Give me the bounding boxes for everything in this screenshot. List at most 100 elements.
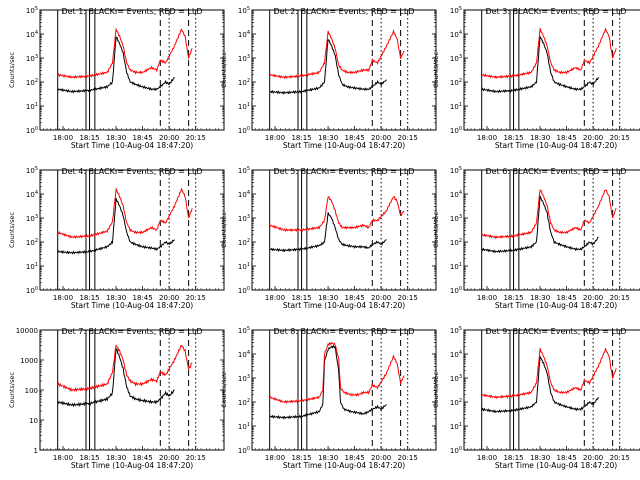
series-lld-line [481,189,617,240]
x-tick-label: 20:15 [610,294,630,302]
x-tick-label: 20:15 [186,294,206,302]
y-tick-label: 104 [238,30,250,39]
y-tick-label: 103 [26,54,38,63]
x-tick-label: 18:00 [265,454,285,462]
y-tick-label: 102 [450,238,462,247]
panel-title: Det 7: BLACK = Events, RED = LLD [62,327,203,336]
y-tick-label: 104 [26,30,38,39]
plot-frame [39,9,225,131]
x-tick-label: 20:15 [398,454,418,462]
panel-det-3: 100 101 102 103 104 105 18:00 18:15 18:30 18:45 20… [432,6,640,150]
y-tick-label: 103 [450,54,462,63]
x-tick-label: 20:00 [583,454,603,462]
y-tick-label: 105 [450,166,462,175]
panel-title: Det 3: BLACK = Events, RED = LLD [486,7,627,16]
x-tick-label: 18:00 [477,454,497,462]
series-events-line [481,194,599,254]
x-tick-label: 18:00 [53,134,73,142]
x-tick-label: 18:15 [79,454,99,462]
x-tick-label: 20:00 [371,454,391,462]
x-tick-label: 20:15 [610,134,630,142]
x-tick-label: 18:45 [557,454,577,462]
x-tick-label: 18:30 [318,294,338,302]
panel-title: Det 8: BLACK = Events, RED = LLD [274,327,415,336]
x-axis-label: Start Time (10-Aug-04 18:47:20) [283,461,405,470]
plot-frame [463,169,640,291]
x-tick-label: 18:30 [106,454,126,462]
y-tick-label: 102 [450,398,462,407]
x-tick-label: 20:15 [610,454,630,462]
series-events-line [481,355,599,414]
x-tick-label: 18:00 [265,134,285,142]
panel-title: Det 5: BLACK = Events, RED = LLD [274,167,415,176]
plot-frame [251,169,437,291]
y-tick-label: 102 [238,238,250,247]
y-tick-label: 100 [26,126,38,135]
y-axis-label: Counts/sec [432,52,440,88]
series-events-line [269,344,387,420]
x-tick-label: 20:00 [371,294,391,302]
series-events-line [481,36,599,94]
y-tick-label: 100 [450,286,462,295]
plot-frame [39,329,225,451]
x-tick-label: 18:15 [79,134,99,142]
panel-title: Det 1: BLACK = Events, RED = LLD [62,7,203,16]
y-tick-label: 105 [26,166,38,175]
y-tick-label: 104 [450,350,462,359]
series-lld-line [57,344,193,393]
x-tick-label: 20:00 [583,134,603,142]
y-axis-label: Counts/sec [220,372,228,408]
x-tick-label: 18:45 [133,294,153,302]
series-events-line [57,36,175,94]
panel-det-5: 100 101 102 103 104 105 18:00 18:15 18:30 18:45 20… [220,166,437,310]
x-tick-label: 18:00 [477,134,497,142]
y-tick-label: 103 [450,214,462,223]
plot-frame [251,329,437,451]
y-tick-label: 100 [238,286,250,295]
y-tick-label: 105 [238,326,250,335]
x-tick-label: 18:30 [318,454,338,462]
series-lld-line [57,27,193,79]
y-tick-label: 104 [26,190,38,199]
x-tick-label: 18:00 [53,294,73,302]
series-events-line [57,197,175,255]
y-tick-label: 101 [26,102,38,111]
y-tick-label: 102 [238,78,250,87]
x-tick-label: 20:00 [583,294,603,302]
series-lld-line [481,28,617,80]
x-tick-label: 20:15 [398,134,418,142]
panel-title: Det 6: BLACK = Events, RED = LLD [486,167,627,176]
x-tick-label: 18:30 [530,454,550,462]
y-tick-label: 103 [238,54,250,63]
y-tick-label: 102 [450,78,462,87]
x-tick-label: 20:00 [159,134,179,142]
y-tick-label: 103 [238,374,250,383]
x-tick-label: 18:30 [530,134,550,142]
y-tick-label: 101 [450,262,462,271]
series-events-line [269,212,387,253]
x-tick-label: 18:30 [318,134,338,142]
y-axis-label: Counts/sec [8,372,16,408]
panel-title: Det 2: BLACK = Events, RED = LLD [274,7,415,16]
y-tick-label: 100 [238,126,250,135]
y-tick-label: 101 [238,422,250,431]
y-tick-label: 105 [450,326,462,335]
y-tick-label: 102 [238,398,250,407]
y-tick-label: 100 [450,126,462,135]
series-lld-line [57,187,193,240]
y-tick-label: 103 [450,374,462,383]
y-tick-label: 104 [238,190,250,199]
x-tick-label: 20:15 [398,294,418,302]
x-axis-label: Start Time (10-Aug-04 18:47:20) [495,141,617,150]
series-lld-line [481,348,617,400]
panel-det-1: 100 101 102 103 104 105 18:00 18:15 18:30 18:45 20… [8,6,225,150]
y-axis-label: Counts/sec [432,372,440,408]
x-axis-label: Start Time (10-Aug-04 18:47:20) [495,461,617,470]
x-axis-label: Start Time (10-Aug-04 18:47:20) [283,141,405,150]
x-tick-label: 20:15 [186,134,206,142]
y-axis-label: Counts/sec [220,212,228,248]
x-tick-label: 18:45 [133,134,153,142]
x-axis-label: Start Time (10-Aug-04 18:47:20) [283,301,405,310]
x-axis-label: Start Time (10-Aug-04 18:47:20) [495,301,617,310]
